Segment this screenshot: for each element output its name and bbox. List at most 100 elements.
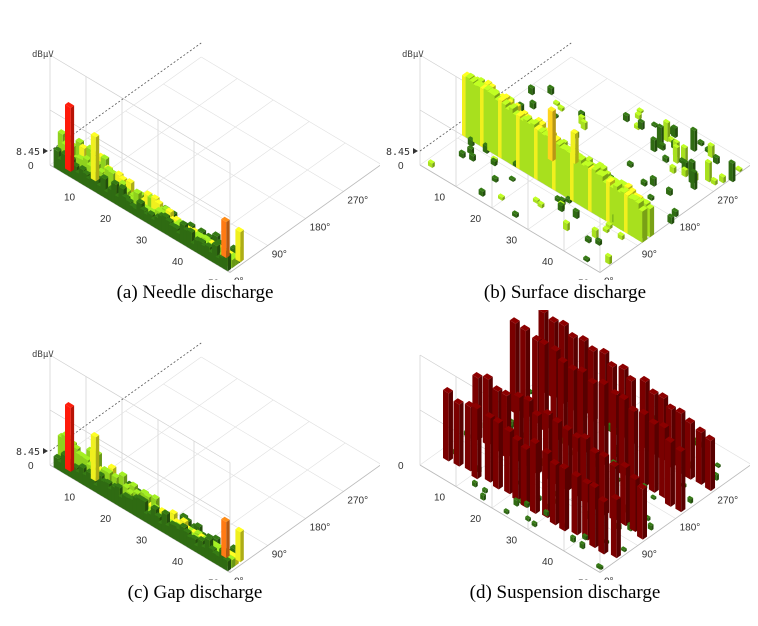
data-bar <box>658 141 666 151</box>
phase-axis <box>229 164 380 273</box>
phase-tick-label: 90° <box>642 550 657 561</box>
phase-tick-label: 180° <box>680 223 701 234</box>
data-bar <box>591 226 599 239</box>
x-tick-label: 20 <box>100 214 112 225</box>
data-bar <box>671 124 678 139</box>
z-zero-label: 0 <box>398 161 404 172</box>
x-tick-label: 50 <box>208 279 220 281</box>
caption-gap-discharge: (c) Gap discharge <box>127 582 263 603</box>
data-bar <box>605 252 613 265</box>
data-bar <box>710 176 718 186</box>
data-bar <box>636 107 644 114</box>
data-bar <box>443 387 453 462</box>
data-bar <box>520 443 531 508</box>
caption-suspension-discharge: (d) Suspension discharge <box>469 582 661 603</box>
caption-needle-discharge: (a) Needle discharge <box>116 282 274 303</box>
data-bar <box>705 434 716 491</box>
z-zero-label: 0 <box>398 461 404 472</box>
data-bar <box>621 546 627 553</box>
data-bar <box>503 508 510 515</box>
data-bar <box>563 219 570 232</box>
data-bar <box>65 102 75 172</box>
data-bar <box>525 515 531 522</box>
data-bar <box>65 402 75 472</box>
data-bar <box>687 495 694 504</box>
data-bar <box>638 205 648 243</box>
data-bar <box>595 237 603 246</box>
data-bar <box>580 118 588 131</box>
data-bar <box>490 157 498 167</box>
data-bar <box>667 213 675 225</box>
data-bar <box>649 174 657 187</box>
data-bar <box>675 445 686 513</box>
level-marker <box>43 448 48 454</box>
x-tick-label: 10 <box>64 193 76 204</box>
data-bar <box>715 462 721 469</box>
phase-tick-label: 0° <box>604 577 614 581</box>
data-bar <box>572 207 580 220</box>
caption-surface-discharge: (b) Surface discharge <box>483 282 647 303</box>
x-tick-label: 10 <box>434 493 446 504</box>
data-bar <box>639 408 649 488</box>
data-bar <box>605 221 613 230</box>
data-bar <box>647 193 655 202</box>
data-bar <box>690 126 698 152</box>
z-zero-label: 0 <box>28 461 34 472</box>
data-bar <box>553 99 561 107</box>
x-tick-label: 10 <box>434 193 446 204</box>
data-bar <box>524 500 530 509</box>
data-bar <box>672 143 680 164</box>
grid-line <box>125 410 306 519</box>
data-bar <box>508 175 516 182</box>
data-bar <box>648 418 659 493</box>
phase-axis <box>599 464 750 573</box>
phase-tick-label: 90° <box>272 250 287 261</box>
x-tick-label: 40 <box>542 557 554 568</box>
data-bar <box>478 187 486 197</box>
x-tick-label: 40 <box>542 257 554 268</box>
data-bar <box>640 178 648 187</box>
data-bar <box>622 111 630 123</box>
data-bar <box>712 153 720 165</box>
data-bar <box>618 393 629 477</box>
data-bar <box>705 158 712 183</box>
phase-axis <box>599 164 750 273</box>
level-line <box>49 342 202 452</box>
data-bar <box>221 516 230 559</box>
data-bar <box>529 437 540 515</box>
data-bar <box>480 492 486 501</box>
data-bar <box>602 225 610 234</box>
data-bar <box>664 436 675 507</box>
data-bar <box>597 563 604 571</box>
grid-line <box>201 356 380 465</box>
data-bar <box>492 417 503 490</box>
data-bar <box>707 142 715 159</box>
phase-tick-label: 0° <box>234 277 244 281</box>
x-axis <box>419 164 601 273</box>
data-bar <box>584 235 592 244</box>
x-tick-label: 30 <box>506 536 518 547</box>
data-bar <box>90 131 100 182</box>
data-bar <box>571 470 582 536</box>
data-bar <box>735 165 743 173</box>
grid-line <box>163 83 344 192</box>
data-bar <box>610 493 621 559</box>
data-bar <box>669 163 677 174</box>
phase-tick-label: 90° <box>642 250 657 261</box>
data-bar <box>467 145 475 155</box>
data-bar <box>628 405 639 483</box>
data-bar <box>598 378 609 466</box>
data-bar <box>531 520 538 528</box>
x-tick-label: 50 <box>208 579 220 581</box>
data-bar <box>469 152 476 162</box>
level-label: 8.45 <box>16 147 40 158</box>
data-bar <box>557 356 568 444</box>
data-bar <box>637 118 645 131</box>
data-bar <box>666 186 673 197</box>
data-bar <box>577 366 588 455</box>
data-bar <box>690 168 698 191</box>
